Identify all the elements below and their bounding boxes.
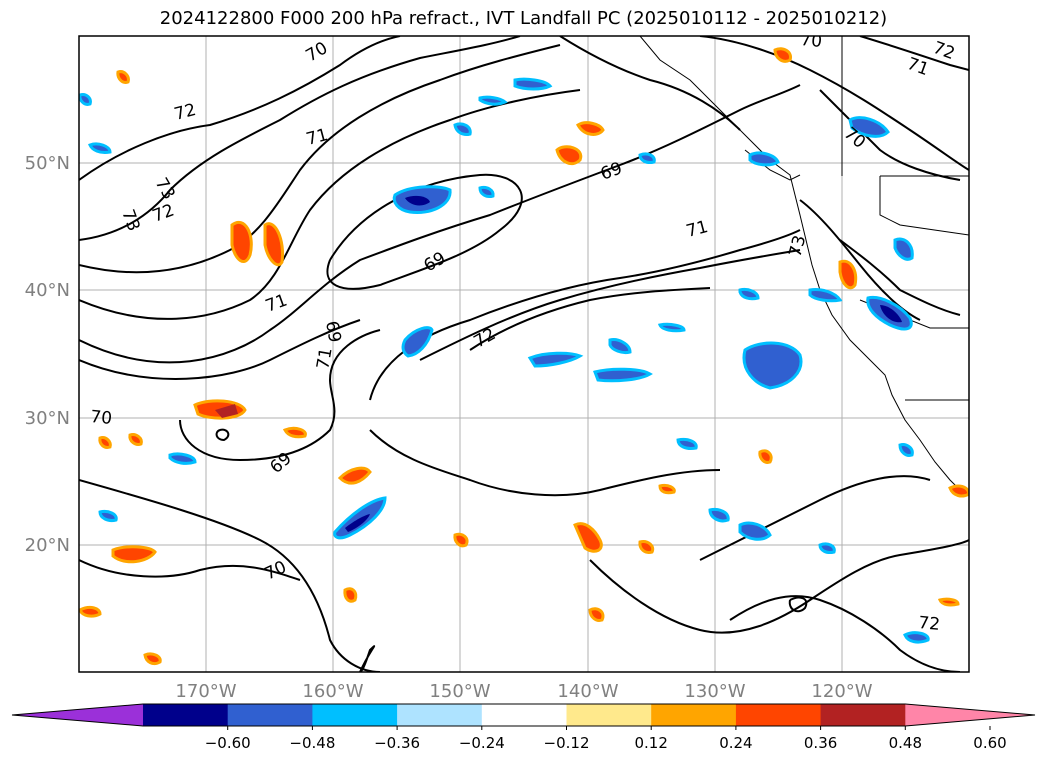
colorbar-tick-label: 0.24	[719, 734, 752, 752]
colorbar-tick-label: 0.60	[973, 734, 1006, 752]
colorbar-tick-label: −0.12	[544, 734, 590, 752]
colorbar-tick-label: 0.48	[889, 734, 922, 752]
colorbar: −0.60 −0.48 −0.36 −0.24 −0.12 0.12 0.24 0.36 0.4…	[11, 703, 1036, 752]
negative-anomaly-patches	[79, 77, 930, 644]
colorbar-extend-low	[12, 704, 143, 726]
contour-label: 72	[918, 613, 941, 635]
contour-label: 69	[321, 319, 344, 344]
colorbar-segment	[820, 704, 906, 726]
lon-tick-label: 130°W	[684, 681, 745, 702]
lon-tick-label: 160°W	[302, 681, 363, 702]
lat-tick-label: 50°N	[25, 153, 70, 174]
contour-label: 71	[313, 346, 336, 371]
lat-tick-label: 40°N	[25, 280, 70, 301]
colorbar-tick-label: 0.12	[634, 734, 667, 752]
positive-anomaly-patches	[79, 47, 969, 666]
colorbar-segment	[312, 704, 398, 726]
colorbar-segment	[227, 704, 313, 726]
colorbar-tick-label: −0.60	[205, 734, 251, 752]
lat-tick-label: 20°N	[25, 535, 70, 556]
longitude-labels: 170°W 160°W 150°W 140°W 130°W 120°W	[175, 681, 872, 702]
lon-tick-label: 150°W	[429, 681, 490, 702]
colorbar-extend-high	[905, 704, 1035, 726]
colorbar-segment	[651, 704, 737, 726]
colorbar-tick-label: −0.36	[374, 734, 420, 752]
map-title: 2024122800 F000 200 hPa refract., IVT La…	[159, 8, 888, 29]
colorbar-tick-label: −0.48	[289, 734, 335, 752]
contour-label: 70	[800, 30, 823, 52]
colorbar-segment	[735, 704, 822, 726]
lon-tick-label: 170°W	[175, 681, 236, 702]
map-area	[79, 36, 969, 672]
colorbar-tick-label: 0.36	[804, 734, 837, 752]
colorbar-outline	[11, 703, 1036, 727]
colorbar-segment	[143, 704, 229, 726]
lon-tick-label: 120°W	[811, 681, 872, 702]
colorbar-tick-label: −0.24	[459, 734, 505, 752]
colorbar-segment	[481, 704, 567, 726]
contour-label: 70	[90, 407, 113, 429]
latitude-labels: 50°N 40°N 30°N 20°N	[25, 153, 70, 556]
lat-tick-label: 30°N	[25, 408, 70, 429]
colorbar-segment	[397, 704, 483, 726]
colorbar-segment	[566, 704, 652, 726]
map-frame	[78, 35, 970, 673]
lon-tick-label: 140°W	[557, 681, 618, 702]
